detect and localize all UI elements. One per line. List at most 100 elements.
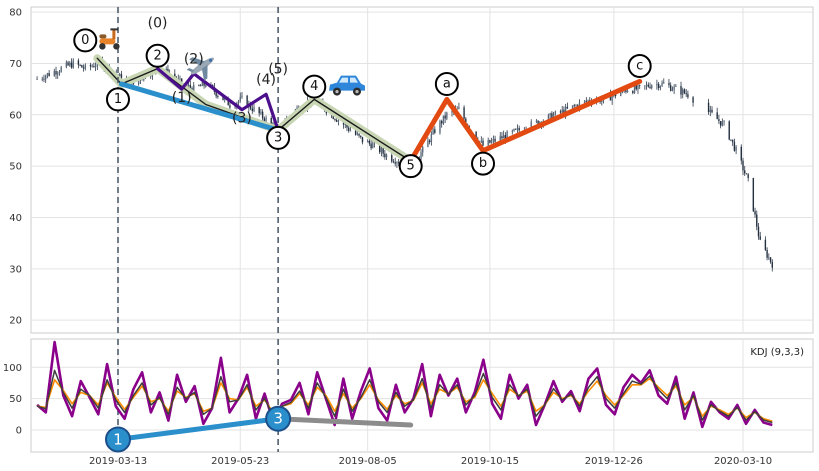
candle-body	[721, 121, 724, 126]
wave-marker-circle	[398, 154, 423, 179]
candle-body	[745, 173, 748, 175]
wave-marker-label: 2	[153, 48, 161, 63]
price-y-tick-label: 70	[9, 59, 22, 70]
candle-body	[735, 146, 737, 151]
price-y-tick-label: 20	[9, 316, 22, 327]
candle-body	[668, 82, 670, 86]
candle-body	[649, 86, 651, 89]
candle-body	[372, 143, 374, 149]
candle-body	[768, 257, 770, 259]
candle-body	[656, 83, 658, 86]
airplane-icon	[186, 57, 214, 81]
candle-body	[663, 82, 665, 84]
kdj-marker-circle	[105, 426, 131, 453]
candle-body	[246, 95, 248, 108]
candle-body	[444, 115, 446, 119]
candle-body	[442, 115, 445, 124]
candle-body	[394, 162, 396, 164]
candle-body	[93, 66, 95, 68]
candle-body	[440, 121, 443, 124]
candle-body	[53, 71, 55, 76]
candle-body	[740, 146, 742, 161]
candle-body	[222, 96, 224, 101]
candle-body	[669, 85, 672, 91]
candle-body	[119, 74, 121, 77]
wave-marker-label: 1	[114, 92, 122, 107]
candle-body	[504, 135, 507, 140]
candle-body	[625, 90, 627, 93]
candle-body	[551, 113, 553, 120]
candle-body	[530, 121, 532, 129]
candle-body	[217, 96, 219, 98]
candle-body	[396, 162, 398, 164]
candle-body	[141, 79, 143, 81]
candle-body	[480, 140, 482, 142]
candle-body	[465, 118, 467, 125]
x-tick-label: 2019-03-13	[89, 456, 147, 467]
candle-body	[392, 161, 395, 163]
candle-body	[189, 84, 192, 89]
x-tick-label: 2020-03-10	[714, 456, 772, 467]
candle-body	[427, 140, 429, 148]
candle-body	[583, 100, 586, 103]
candle-body	[43, 78, 45, 80]
candle-body	[137, 79, 140, 85]
candle-body	[181, 78, 183, 85]
wave-marker: 4	[302, 74, 327, 99]
candle-body	[36, 78, 38, 80]
candle-body	[234, 106, 236, 108]
candle-body	[685, 93, 687, 95]
kdj-marker: 1	[105, 426, 131, 453]
price-y-tick-label: 30	[9, 264, 22, 275]
x-tick-label: 2019-05-23	[211, 456, 269, 467]
candle-body	[680, 86, 682, 95]
candle-body	[718, 119, 720, 122]
candle-body	[707, 102, 710, 113]
wave-marker-circle	[434, 72, 459, 97]
candle-body	[633, 85, 636, 94]
candle-body	[356, 133, 359, 135]
candle-body	[489, 140, 491, 143]
candle-body	[651, 85, 653, 89]
candle-body	[428, 140, 431, 143]
candle-body	[334, 118, 336, 120]
candle-body	[229, 105, 231, 108]
candle-body	[349, 130, 352, 132]
wave-marker-circle	[106, 87, 130, 112]
candle-body	[237, 100, 240, 103]
wave-marker-label: 4	[310, 79, 318, 94]
candle-body	[766, 249, 768, 258]
candle-body	[361, 136, 364, 143]
wave-annotation: (0)	[148, 16, 168, 32]
candle-body	[566, 106, 569, 109]
candle-body	[463, 107, 465, 119]
wave-annotation: (3)	[232, 111, 252, 127]
wave-annotation: (1)	[172, 90, 192, 106]
candle-body	[77, 60, 80, 65]
candle-body	[515, 128, 517, 130]
kdj-marker-label: 1	[113, 430, 123, 448]
candle-body	[41, 78, 43, 80]
candle-body	[258, 107, 260, 114]
wave-marker: 2	[145, 43, 170, 68]
candle-body	[731, 139, 734, 142]
candle-body	[458, 107, 460, 109]
wave-marker-label: 0	[81, 33, 89, 48]
kdj-panel: 2019-03-13 2019-05-23 2019-08-05 2019-10-15…	[3, 338, 814, 467]
price-y-tick-label: 60	[9, 110, 22, 121]
candle-body	[84, 64, 86, 69]
candle-body	[397, 162, 400, 164]
candle-body	[432, 129, 434, 134]
candle-body	[193, 85, 195, 93]
candle-body	[187, 84, 190, 86]
candle-body	[174, 73, 176, 79]
candle-body	[253, 107, 255, 112]
candle-body	[422, 147, 424, 153]
candle-body	[79, 64, 81, 66]
candle-body	[385, 155, 388, 158]
x-tick-label: 2019-12-26	[585, 456, 643, 467]
candle-body	[201, 81, 204, 86]
kdj-marker-circle	[265, 405, 292, 432]
candle-body	[150, 75, 152, 77]
